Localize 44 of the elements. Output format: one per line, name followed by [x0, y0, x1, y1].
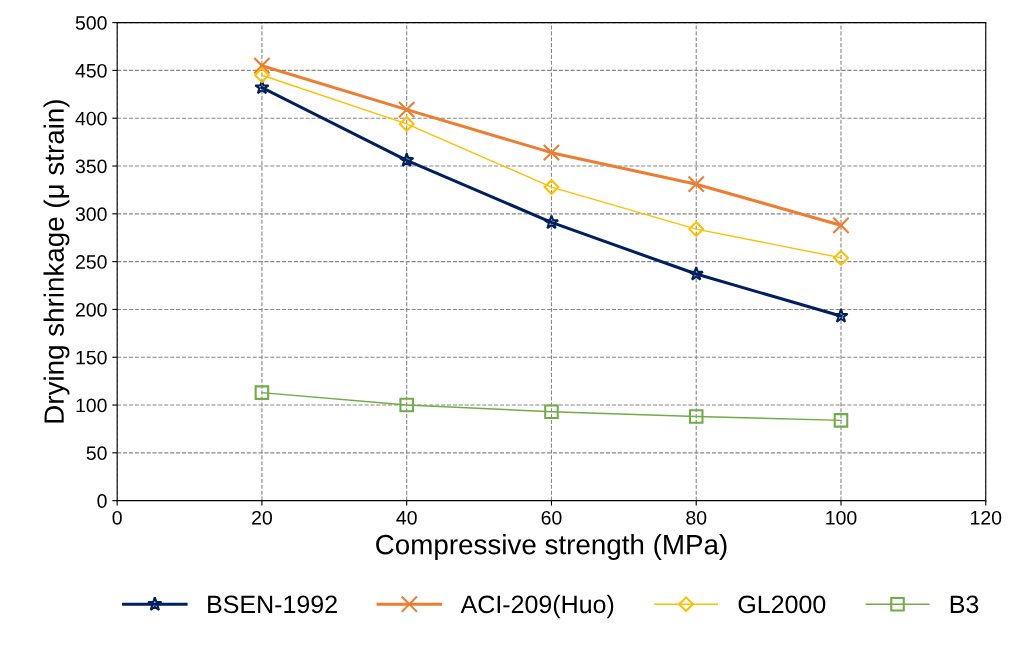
y-tick-label: 200 — [75, 302, 107, 317]
legend-label: B3 — [950, 595, 979, 614]
x-axis-title: Compressive strength (MPa) — [376, 534, 727, 560]
y-tick-label: 100 — [76, 398, 107, 413]
y-tick-label: 500 — [75, 16, 107, 30]
point — [833, 249, 849, 266]
point — [542, 143, 561, 162]
legend-label: GL2000 — [738, 595, 826, 614]
point — [399, 397, 414, 413]
point — [254, 385, 270, 400]
point — [253, 56, 271, 75]
y-tick-label: 450 — [75, 63, 107, 78]
point — [543, 179, 560, 195]
point — [398, 116, 415, 132]
point — [399, 152, 415, 167]
x-tick-label: 20 — [252, 510, 272, 525]
point — [832, 216, 850, 234]
x-tick-label: 120 — [971, 510, 1002, 525]
x-tick-label: 80 — [686, 510, 707, 525]
y-tick-label: 400 — [75, 111, 107, 126]
x-tick-label: 40 — [396, 510, 417, 525]
y-tick-label: 350 — [75, 159, 107, 174]
x-tick-label: 100 — [826, 510, 857, 525]
point — [254, 79, 270, 95]
point — [254, 67, 270, 84]
point — [687, 175, 705, 193]
point — [833, 308, 849, 323]
legend-label: ACI-209(Huo) — [460, 594, 614, 619]
legend-label: BSEN-1992 — [208, 595, 337, 614]
point — [688, 266, 704, 281]
y-tick-label: 0 — [97, 494, 107, 508]
y-axis-title: Drying shrinkage (μ strain) — [43, 100, 70, 423]
y-tick-label: 250 — [75, 255, 107, 269]
point — [688, 221, 705, 238]
y-tick-label: 300 — [75, 207, 107, 222]
x-tick-label: 60 — [541, 510, 562, 525]
y-tick-label: 50 — [86, 446, 107, 461]
point — [833, 413, 849, 428]
x-tick-label: 0 — [112, 510, 122, 525]
point — [688, 409, 704, 424]
y-tick-label: 150 — [76, 350, 107, 365]
point — [544, 404, 559, 420]
point — [543, 214, 560, 230]
point — [398, 100, 416, 119]
